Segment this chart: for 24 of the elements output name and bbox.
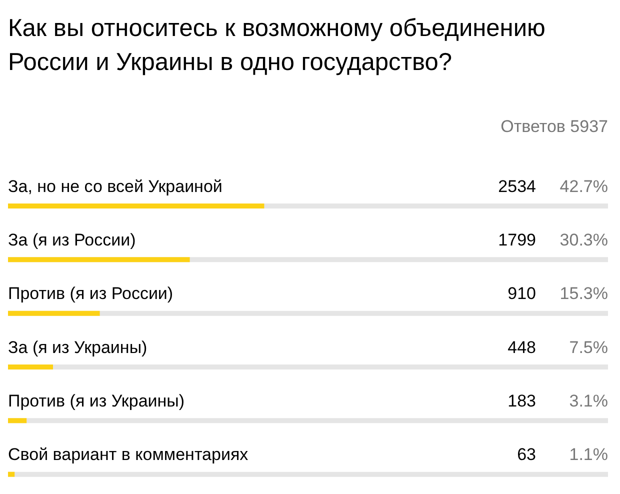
bar — [8, 418, 27, 424]
bar — [8, 472, 15, 477]
y-tick-label: Свой вариант в комментариях — [8, 445, 249, 464]
bar — [8, 364, 53, 370]
y-tick-label: За (я из Украины) — [8, 338, 148, 357]
y-tick-label: За, но не со всей Украиной — [8, 176, 222, 196]
data-label: 3.1% — [569, 392, 608, 410]
text: 2534 — [498, 176, 536, 196]
text: Ответов 5937 — [500, 117, 608, 137]
bar — [8, 310, 100, 316]
data-label: 15.3% — [560, 284, 608, 304]
y-tick-label: Против (я из России) — [8, 284, 174, 304]
data-label: 1.1% — [569, 445, 608, 464]
chart-title: Как вы относитесь к возможному объединению России и Украины в одно государство? — [8, 14, 546, 78]
text: 63 — [517, 445, 536, 464]
data-label: 30.3% — [560, 230, 608, 250]
text: 910 — [508, 284, 536, 304]
data-label: 7.5% — [569, 338, 608, 357]
text: 448 — [508, 338, 536, 357]
data-label: 42.7% — [560, 176, 608, 196]
text: 183 — [508, 392, 536, 410]
y-tick-label: За (я из России) — [8, 230, 136, 250]
text: 1799 — [498, 230, 536, 250]
y-tick-label: Против (я из Украины) — [8, 392, 185, 410]
